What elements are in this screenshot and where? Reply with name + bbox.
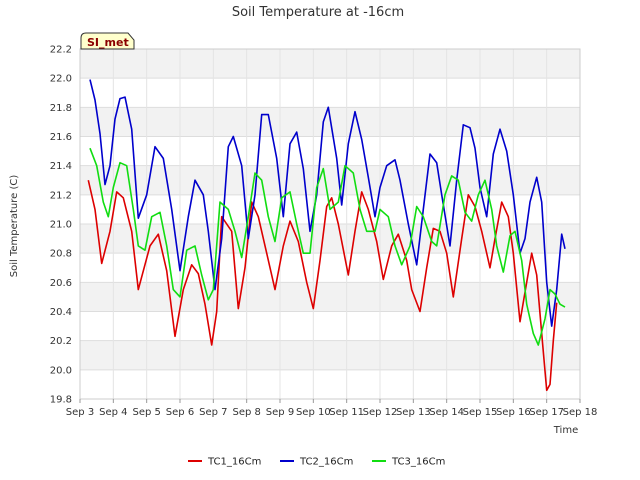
- y-tick-label: 19.8: [50, 395, 72, 406]
- background-band: [80, 282, 580, 312]
- x-tick-label: Sep 13: [396, 407, 431, 418]
- x-tick-label: Sep 15: [463, 407, 498, 418]
- legend-label: TC2_16Cm: [299, 457, 353, 468]
- x-tick-label: Sep 14: [429, 407, 464, 418]
- background-band: [80, 78, 580, 108]
- series-line-tc2-16cm: [89, 79, 566, 327]
- y-tick-label: 20.4: [50, 307, 72, 318]
- x-tick-label: Sep 8: [232, 407, 260, 418]
- legend-label: TC1_16Cm: [207, 457, 261, 468]
- x-axis-ticks: Sep 3 Sep 4 Sep 5 Sep 6 Sep 7 Sep 8 Sep 9 Sep 1…: [66, 399, 598, 418]
- background-band: [80, 253, 580, 283]
- legend: TC1_16Cm TC2_16Cm TC3_16Cm: [188, 457, 445, 468]
- x-tick-label: Sep 12: [363, 407, 398, 418]
- background-band: [80, 49, 580, 79]
- y-tick-label: 22.0: [50, 74, 72, 85]
- background-band: [80, 311, 580, 341]
- y-tick-label: 20.2: [50, 336, 72, 347]
- series-layer: [87, 79, 566, 392]
- y-axis-ticks: 19.8 20.0 20.2 20.4 20.6 20.8 21.0 21.2 21.4 21.6…: [50, 45, 72, 406]
- y-tick-label: 21.6: [50, 132, 72, 143]
- x-tick-label: Sep 6: [166, 407, 194, 418]
- x-axis-title: Time: [553, 425, 578, 436]
- y-tick-label: 21.0: [50, 220, 72, 231]
- x-tick-label: Sep 17: [529, 407, 564, 418]
- y-tick-label: 20.6: [50, 278, 72, 289]
- series-line-tc3-16cm: [89, 147, 566, 346]
- x-tick-label: Sep 11: [329, 407, 364, 418]
- x-tick-label: Sep 5: [132, 407, 160, 418]
- plot-frame: [79, 48, 581, 400]
- x-tick-label: Sep 7: [199, 407, 227, 418]
- series-line-tc1-16cm: [87, 180, 558, 392]
- background-band: [80, 340, 580, 370]
- x-tick-label: Sep 9: [266, 407, 294, 418]
- y-tick-label: 21.4: [50, 161, 72, 172]
- station-badge: SI_met: [80, 32, 135, 50]
- y-tick-label: 22.2: [50, 45, 72, 56]
- x-tick-label: Sep 4: [99, 407, 127, 418]
- y-tick-label: 20.8: [50, 249, 72, 260]
- background-band: [80, 165, 580, 195]
- legend-label: TC3_16Cm: [391, 457, 445, 468]
- x-tick-label: Sep 3: [66, 407, 94, 418]
- plot-background-bands: [80, 49, 580, 399]
- badge-shape: [80, 32, 135, 50]
- x-tick-label: Sep 16: [496, 407, 531, 418]
- y-tick-label: 21.2: [50, 190, 72, 201]
- x-tick-label: Sep 10: [296, 407, 331, 418]
- y-axis-title: Soil Temperature (C): [9, 175, 20, 278]
- chart-title: Soil Temperature at -16cm: [232, 5, 404, 20]
- x-tick-label: Sep 18: [563, 407, 598, 418]
- badge-label: SI_met: [87, 36, 129, 49]
- background-band: [80, 369, 580, 399]
- y-tick-label: 20.0: [50, 365, 72, 376]
- y-tick-label: 21.8: [50, 103, 72, 114]
